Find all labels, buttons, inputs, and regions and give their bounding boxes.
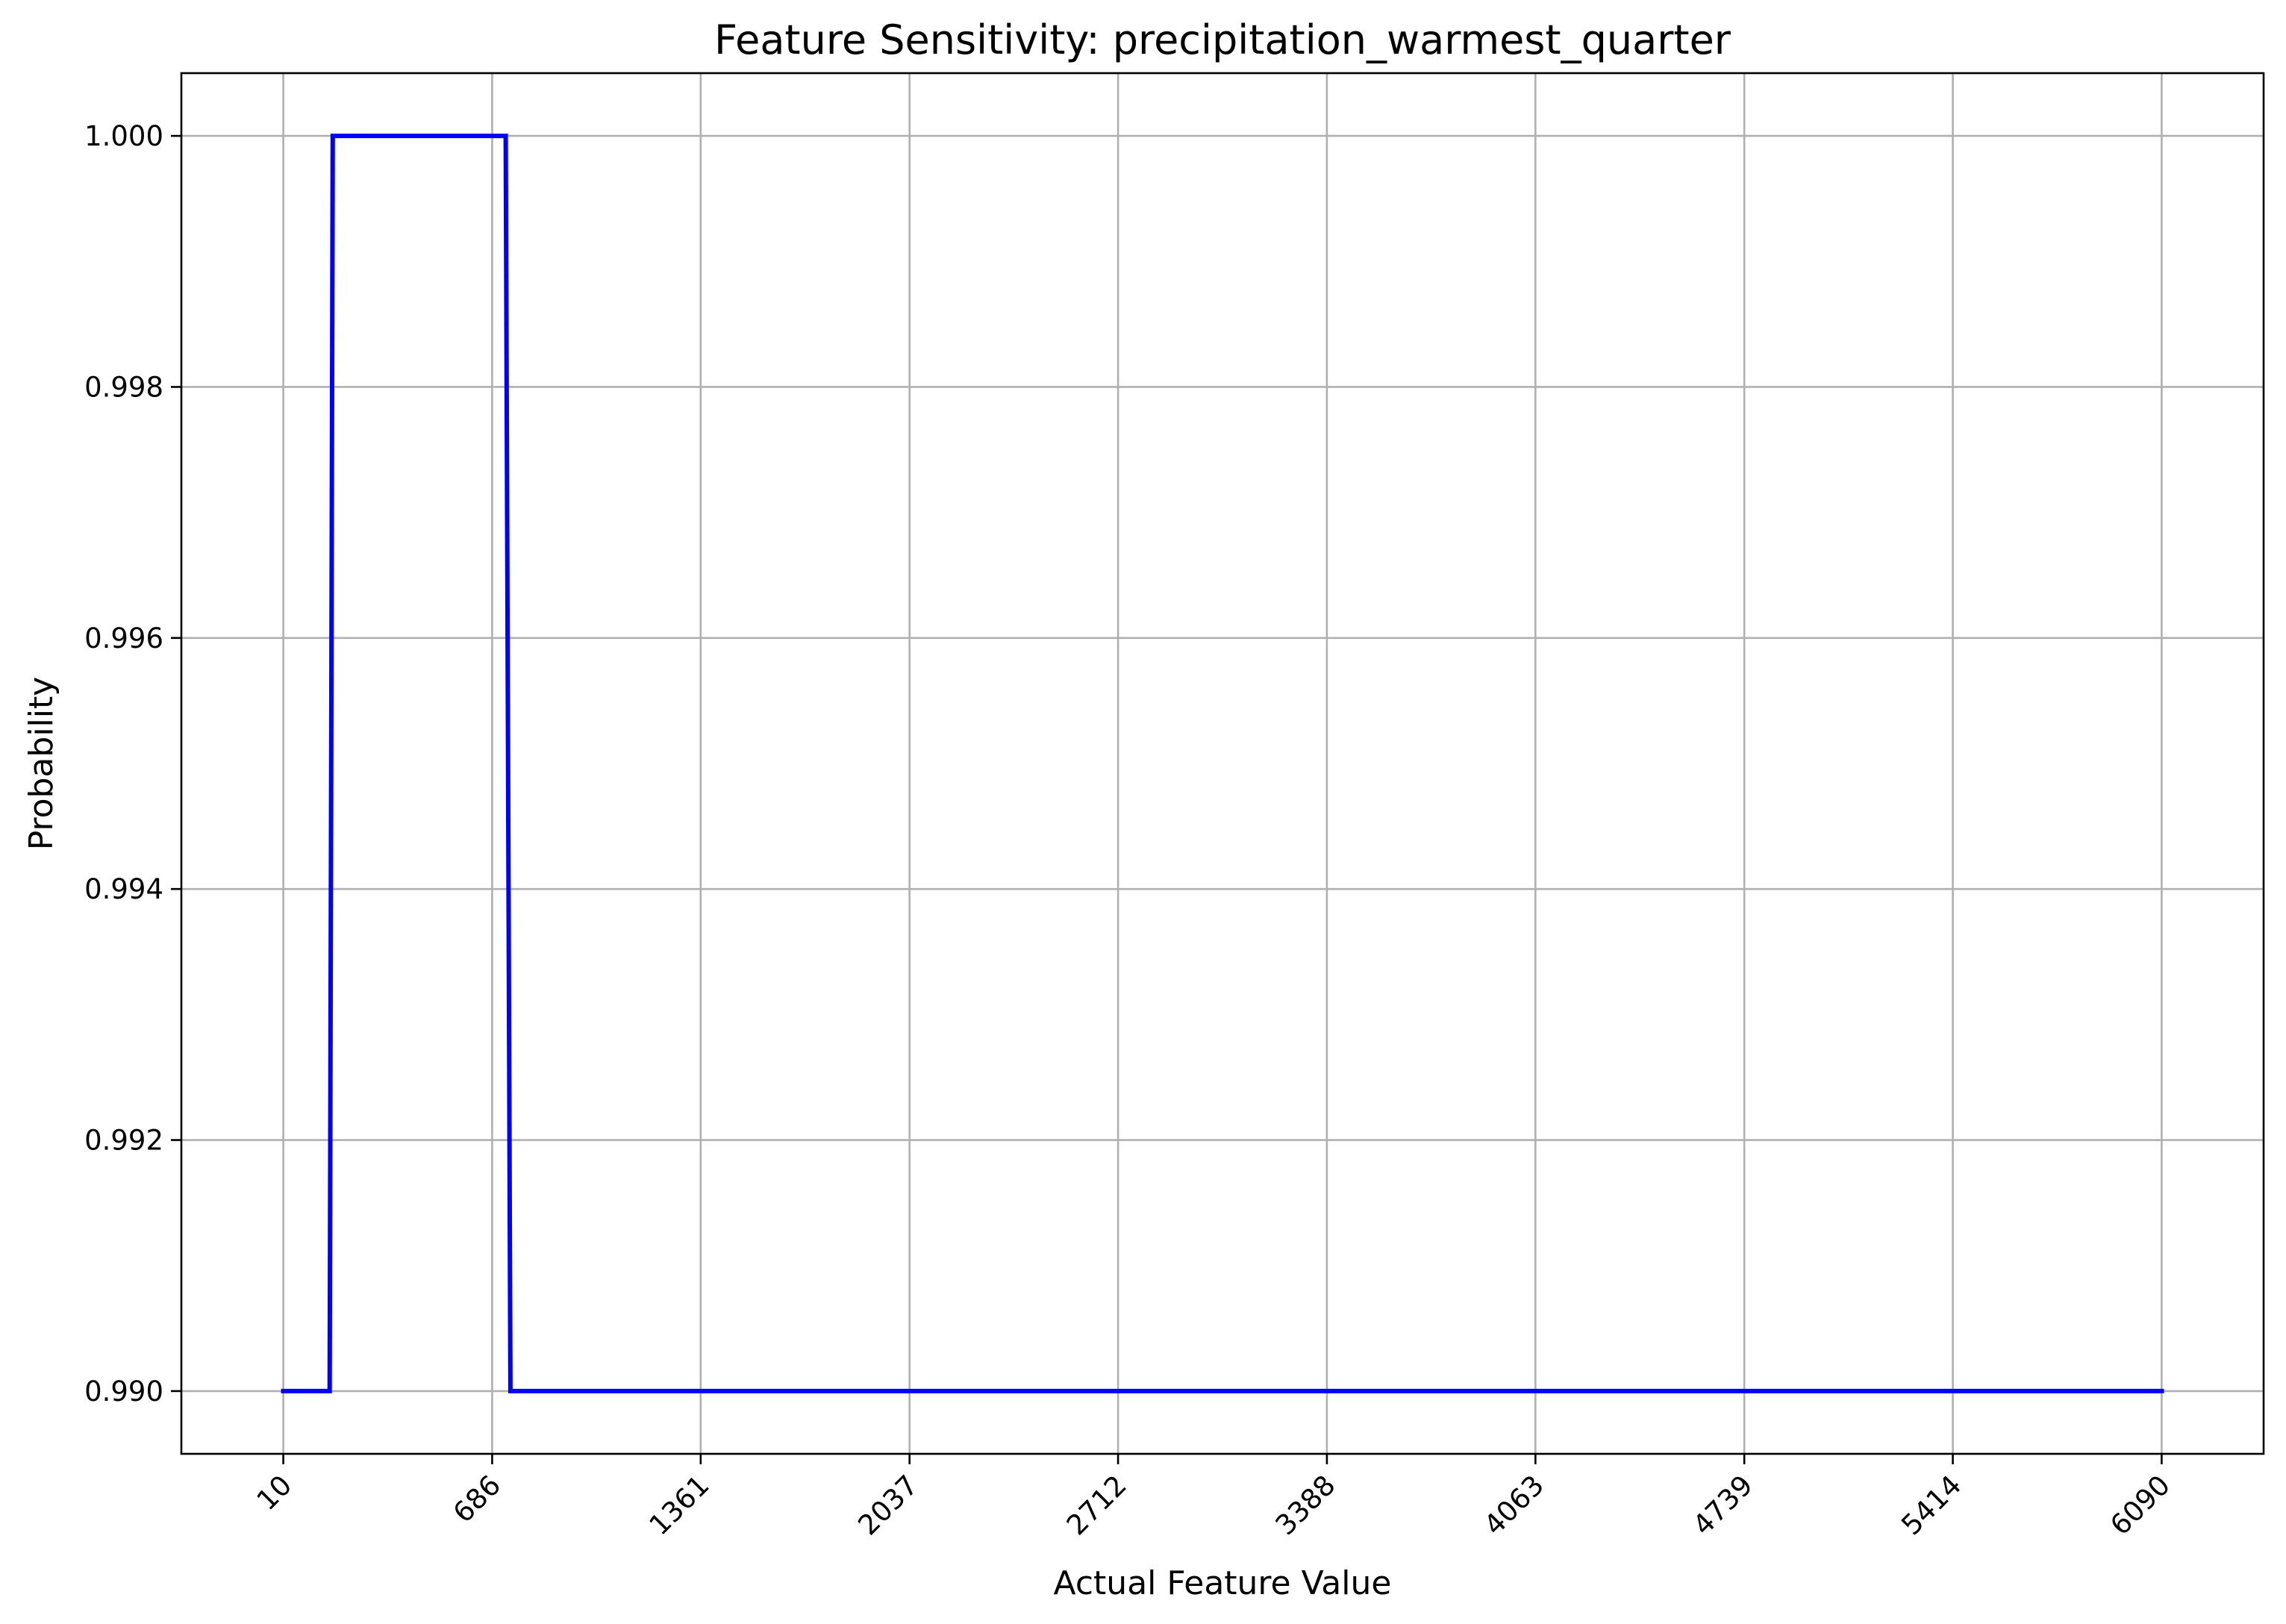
y-tick-label: 0.996 — [84, 622, 163, 655]
y-tick-label: 0.990 — [84, 1375, 163, 1408]
x-axis-label: Actual Feature Value — [1054, 1564, 1392, 1602]
y-tick-label: 0.994 — [84, 873, 163, 905]
y-tick-label: 0.992 — [84, 1125, 163, 1157]
y-tick-label: 0.998 — [84, 371, 163, 403]
y-axis-label: Probability — [22, 677, 60, 851]
y-tick-label: 1.000 — [84, 120, 163, 152]
plot-frame — [180, 72, 2265, 1455]
series-line-0 — [281, 134, 2164, 1393]
chart-title: Feature Sensitivity: precipitation_warme… — [714, 16, 1731, 63]
series-layer — [281, 134, 2164, 1393]
